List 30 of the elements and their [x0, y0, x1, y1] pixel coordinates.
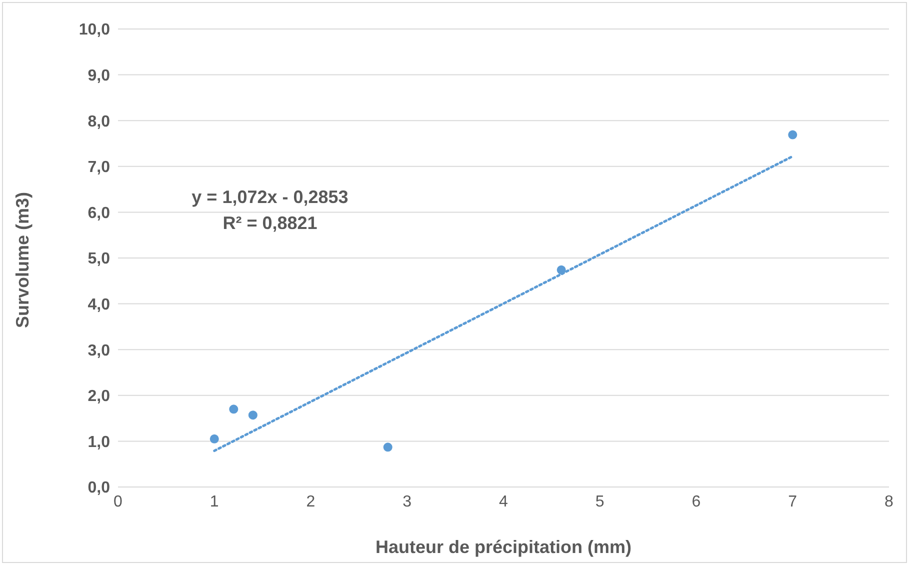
point	[556, 265, 566, 274]
x-tick-label: 2	[306, 493, 316, 510]
point	[210, 434, 219, 444]
annotation: y = 1,072x - 0,2853	[190, 186, 350, 209]
point	[788, 130, 798, 140]
y-tick-label: 6,0	[88, 204, 110, 222]
x-tick-label: 8	[884, 493, 894, 510]
y-tick-label: 1,0	[88, 434, 110, 451]
x-tick-label: 4	[499, 493, 508, 510]
y-tick-label: 2,0	[88, 388, 110, 406]
x-axis-title: Hauteur de précipitation (mm)	[375, 537, 632, 557]
y-tick-label: 10,0	[78, 22, 110, 39]
x-tick-label: 6	[692, 493, 701, 510]
y-tick-label: 9,0	[88, 67, 110, 84]
x-tick-label: 3	[402, 493, 412, 510]
x-tick-label: 1	[210, 493, 219, 510]
x-tick-label: 5	[595, 493, 604, 510]
x-tick-label: 0	[114, 493, 123, 510]
y-tick-label: 0,0	[88, 480, 110, 497]
y-tick-label: 7,0	[88, 159, 110, 176]
y-tick-label: 5,0	[88, 250, 110, 268]
annotation: R² = 0,8821	[222, 212, 318, 235]
point	[229, 404, 238, 414]
y-tick-label: 8,0	[88, 113, 110, 130]
point	[248, 410, 258, 420]
y-axis-title: Survolume (m3)	[12, 192, 32, 328]
point	[383, 442, 392, 452]
y-tick-label: 4,0	[88, 296, 110, 314]
x-tick-label: 7	[788, 493, 798, 510]
y-tick-label: 3,0	[88, 342, 110, 360]
